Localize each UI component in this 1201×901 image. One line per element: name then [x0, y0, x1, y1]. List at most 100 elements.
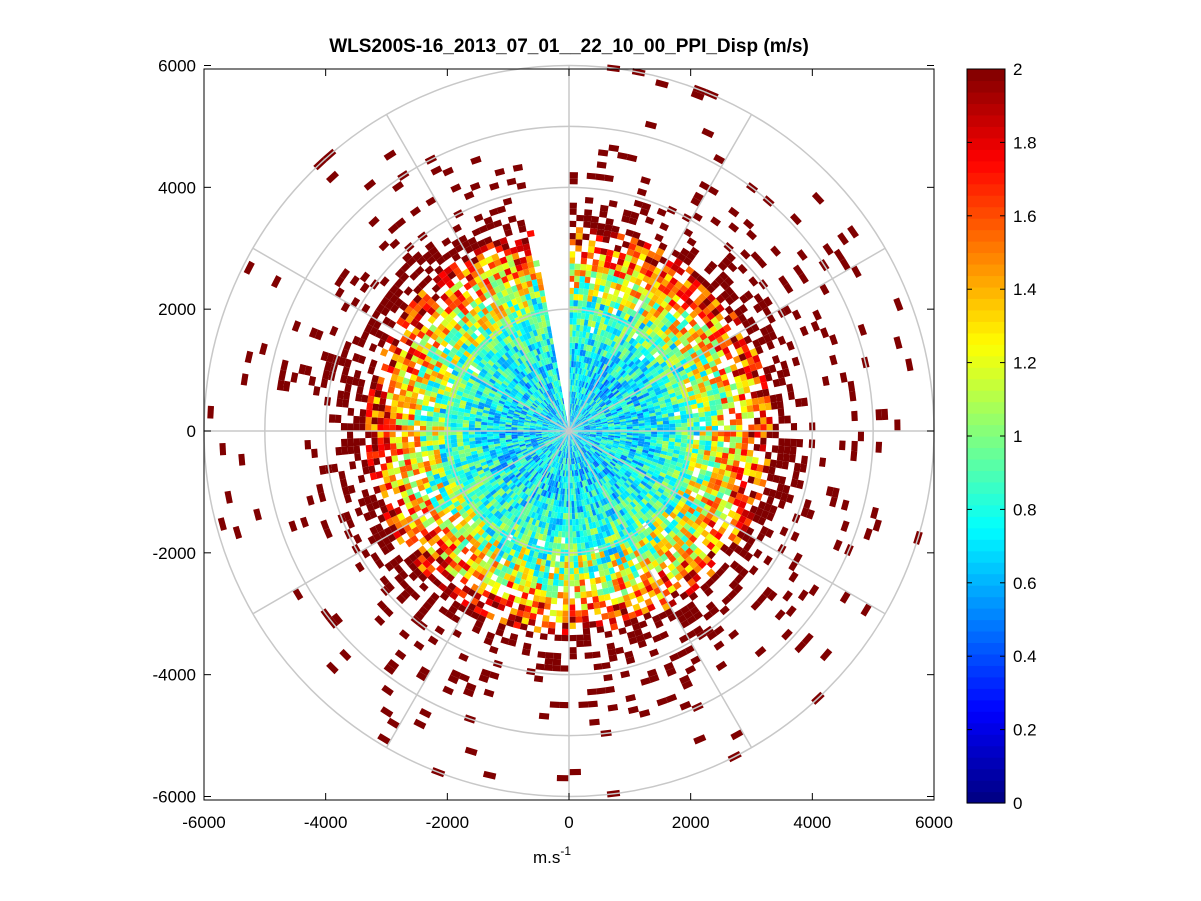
ppi-cell-2073 [500, 395, 508, 401]
ppi-cell-559 [588, 420, 595, 424]
ppi-cell-1059 [581, 387, 585, 394]
ppi-cell-2090 [531, 363, 537, 371]
ppi-cell-3868 [705, 440, 712, 446]
ppi-cell-929 [600, 441, 607, 445]
ppi-cell-2280 [583, 344, 588, 351]
ppi-cell-1245 [598, 391, 604, 397]
ppi-cell-542 [580, 408, 586, 414]
ppi-cell-2576 [478, 455, 486, 461]
ppi-cell-2252 [500, 382, 508, 389]
ppi-cell-240 [575, 436, 581, 442]
ppi-cell-2053 [494, 445, 502, 450]
ppi-cell-1432 [615, 405, 622, 410]
ppi-cell-1681 [533, 479, 539, 486]
ppi-cell-2011 [576, 500, 580, 507]
ppi-cell-1465 [607, 464, 614, 470]
ppi-cell-2546 [546, 516, 551, 524]
ppi-cell-3146 [572, 312, 578, 319]
ppi-cell-692 [557, 406, 561, 412]
ppi-cell-125 [560, 431, 567, 435]
ppi-cell-208 [577, 424, 584, 428]
ppi-cell-2231 [487, 439, 494, 443]
ppi-cell-2527 [604, 510, 611, 518]
ppi-cell-2310 [646, 400, 653, 406]
ppi-cell-2444 [536, 348, 541, 355]
ppi-cell-642 [546, 442, 552, 448]
ppi-cell-1256 [609, 406, 616, 411]
ppi-cell-1276 [613, 440, 620, 444]
ppi-cell-981 [546, 458, 552, 465]
ppi-cell-2344 [621, 492, 628, 499]
ppi-cell-2503 [652, 455, 660, 461]
ppi-cell-750 [595, 435, 602, 438]
ppi-cell-1091 [608, 424, 615, 427]
ppi-cell-2050 [496, 452, 504, 457]
ppi-cell-1157 [542, 463, 547, 469]
ppi-cell-2717 [558, 524, 563, 532]
ppi-cell-2422 [488, 392, 496, 398]
ppi-cell-2518 [628, 494, 635, 502]
ppi-cell-1221 [554, 387, 559, 394]
ppi-cell-1678 [539, 482, 544, 489]
ppi-cell-741 [596, 426, 603, 429]
ppi-cell-574 [590, 434, 597, 436]
ppi-cell-1247 [600, 393, 607, 400]
ppi-cell-1158 [540, 462, 546, 468]
ppi-cell-2184 [582, 505, 587, 512]
ppi-cell-397 [584, 432, 591, 434]
ppi-cell-2493 [657, 424, 664, 428]
ppi-cell-1593 [603, 379, 609, 386]
ppi-cell-443 [566, 446, 568, 453]
ppi-cell-2108 [590, 351, 595, 359]
ppi-cell-3738 [582, 560, 588, 568]
ppi-cell-703 [571, 397, 574, 404]
ppi-cell-2406 [481, 439, 488, 444]
ppi-cell-2112 [599, 355, 605, 363]
ppi-cell-180 [570, 416, 573, 423]
ppi-cell-1673 [549, 486, 554, 493]
ppi-cell-1685 [526, 474, 532, 480]
ppi-cell-2339 [631, 481, 639, 488]
ppi-cell-1856 [529, 484, 536, 491]
ppi-cell-2483 [649, 392, 657, 398]
ppi-cell-634 [551, 447, 556, 453]
ppi-cell-887 [582, 394, 587, 401]
ppi-cell-1569 [547, 376, 552, 383]
ppi-cell-1089 [607, 421, 614, 425]
ppi-cell-381 [582, 421, 589, 425]
ppi-cell-1117 [596, 458, 602, 464]
ppi-cell-1384 [534, 391, 540, 397]
ppi-cell-4030 [711, 420, 718, 426]
ppi-cell-1661 [575, 488, 578, 495]
ppi-cell-244 [574, 437, 580, 443]
ppi-cell-1350 [519, 445, 527, 449]
ppi-cell-1011 [529, 428, 536, 430]
ppi-cell-2249 [496, 389, 504, 396]
ppi-cell-2538 [572, 519, 576, 526]
ppi-cell-1906 [517, 382, 524, 389]
ppi-cell-501 [550, 419, 557, 423]
ppi-cell-2716 [562, 525, 566, 532]
ppi-cell-1358 [517, 432, 524, 435]
ppi-cell-1933 [588, 357, 593, 365]
ppi-cell-1508 [533, 471, 539, 478]
ppi-cell-305 [553, 432, 560, 434]
ppi-cell-2284 [594, 347, 600, 354]
ppi-cell-2177 [599, 499, 605, 507]
ppi-cell-1961 [635, 407, 643, 412]
ppi-cell-899 [593, 404, 600, 410]
ppi-cell-2109 [592, 352, 598, 360]
ppi-cell-1671 [553, 487, 557, 494]
ppi-cell-612 [570, 452, 572, 459]
ppi-cell-1614 [625, 417, 632, 421]
ppi-cell-2081 [512, 378, 519, 385]
ppi-cell-1587 [592, 372, 597, 379]
ppi-cell-1132 [578, 469, 582, 476]
ppi-cell-2219 [497, 469, 505, 475]
ppi-cell-2139 [643, 413, 650, 418]
ppi-cell-1779 [623, 393, 630, 399]
ppi-cell-543 [581, 408, 586, 415]
ppi-cell-1226 [570, 379, 573, 386]
ppi-cell-2303 [637, 381, 644, 388]
ppi-cell-273 [564, 439, 567, 446]
